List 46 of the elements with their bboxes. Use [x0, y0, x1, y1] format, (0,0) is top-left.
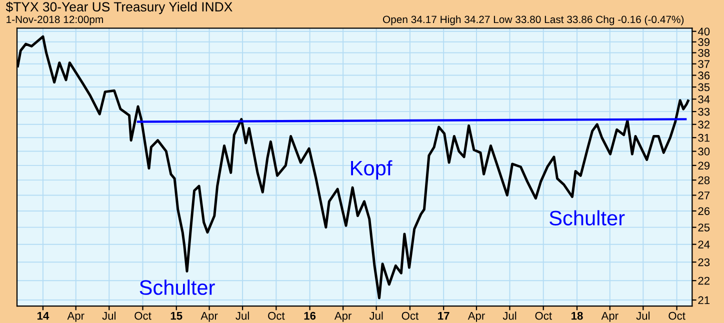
y-tick-label: 38 [698, 49, 710, 57]
y-tick-label: 32 [698, 120, 710, 129]
y-tick-label: 26 [698, 207, 710, 216]
y-tick-label: 34 [698, 95, 710, 104]
x-tick-label: Jul [369, 312, 383, 320]
y-tick-label: 27 [698, 191, 710, 200]
y-tick-label: 33 [698, 108, 710, 116]
y-tick-label: 21 [698, 296, 710, 304]
y-tick-label: 30 [698, 148, 710, 156]
x-tick-label: 16 [304, 312, 316, 320]
text: 1-Nov-2018 12:00pm [6, 16, 103, 26]
y-tick-label: 28 [698, 176, 710, 184]
x-tick-label: Jul [236, 312, 249, 320]
x-tick-label: Apr [601, 312, 618, 322]
x-tick-label: Apr [67, 312, 84, 322]
annotation: Kopf [351, 160, 392, 180]
x-tick-label: Oct [668, 312, 686, 320]
x-tick-label: Jul [636, 312, 650, 320]
x-tick-label: Oct [402, 312, 419, 320]
annotation: Schulter [550, 210, 625, 226]
y-tick-label: 22 [698, 276, 710, 285]
x-tick-label: Oct [268, 312, 285, 320]
x-tick-label: Oct [134, 312, 152, 320]
y-tick-label: 36 [698, 72, 710, 80]
y-tick-label: 23 [698, 258, 710, 266]
y-tick-label: 31 [698, 134, 710, 142]
y-tick-label: 24 [698, 240, 710, 248]
x-tick-label: 17 [438, 312, 450, 320]
y-tick-label: 35 [698, 83, 710, 92]
y-tick-label: 37 [698, 60, 710, 68]
text: Open 34.17 High 34.27 Low 33.80 Last 33.86 Chg -0.16 (-0.47%) [382, 15, 684, 26]
chart-title: $TYX 30-Year US Treasury Yield INDX [6, 2, 232, 14]
x-tick-label: Apr [468, 312, 485, 322]
y-tick-label: 25 [698, 224, 710, 232]
x-tick-label: 18 [572, 312, 583, 320]
y-tick-label: 40 [698, 28, 710, 36]
y-tick-label: 39 [698, 38, 710, 46]
annotation: Schulter [140, 280, 215, 295]
x-tick-label: Jul [502, 312, 516, 320]
x-tick-label: Apr [200, 312, 218, 322]
y-tick-label: 29 [698, 162, 710, 170]
x-tick-label: 14 [37, 312, 50, 320]
x-tick-label: Jul [102, 312, 116, 320]
x-tick-label: Apr [334, 312, 352, 322]
x-tick-label: Oct [535, 312, 552, 320]
x-tick-label: 15 [170, 312, 182, 320]
